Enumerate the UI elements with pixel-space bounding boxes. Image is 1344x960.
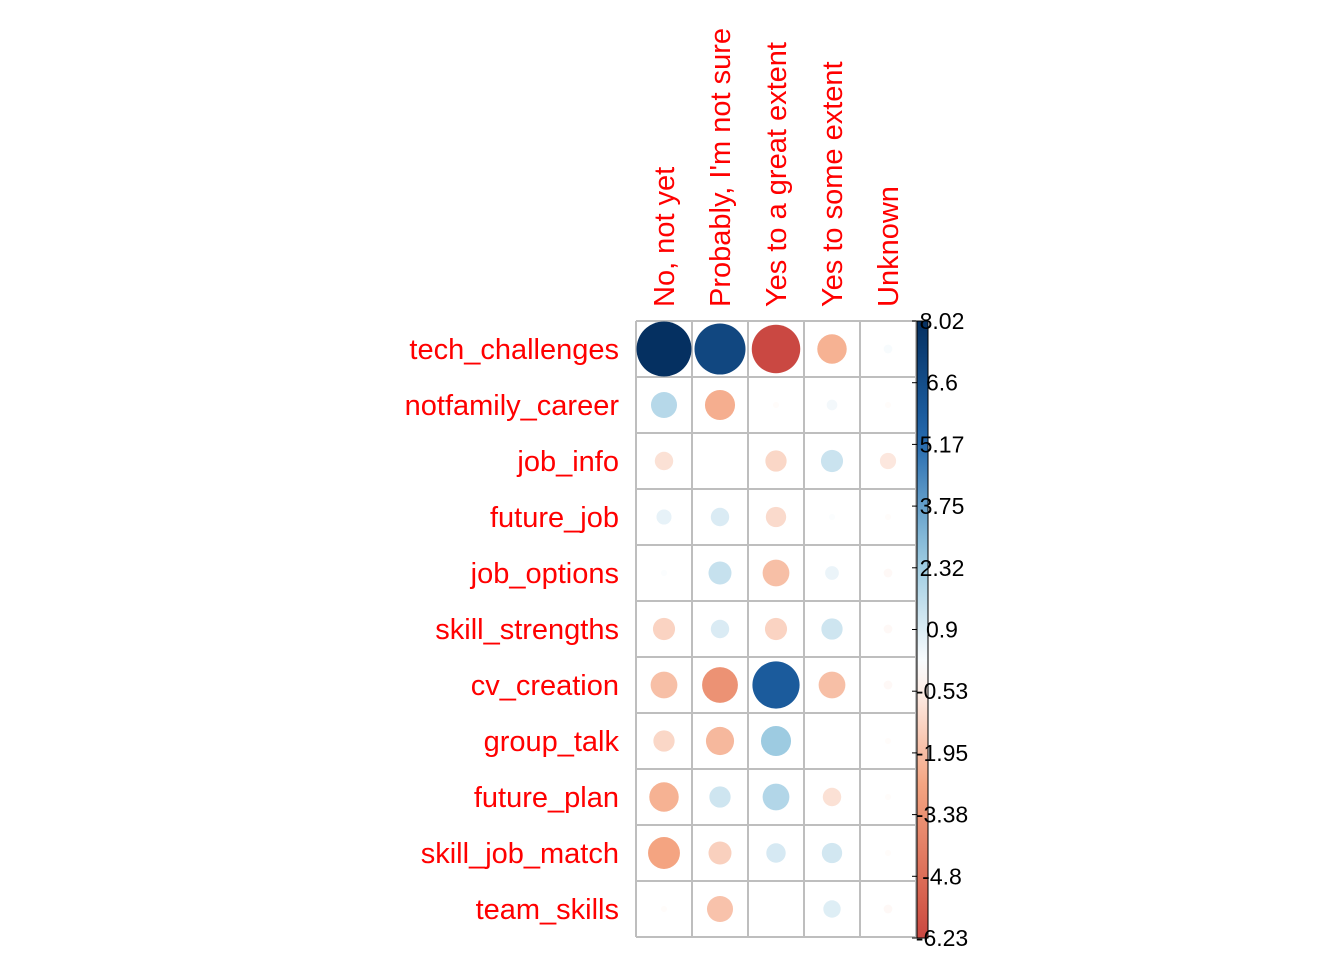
row-label-cv_creation: cv_creation [471, 670, 619, 702]
cell-circle-notfamily_career-4 [884, 401, 892, 409]
cell-circle-future_plan-0 [649, 782, 679, 812]
row-label-job_options: job_options [470, 558, 619, 590]
cell-circle-future_plan-1 [709, 786, 731, 808]
legend-tick-label: -3.38 [916, 802, 968, 828]
cell-circle-job_info-2 [765, 450, 787, 472]
cell-circle-job_options-3 [825, 566, 839, 580]
cell-circle-team_skills-1 [706, 895, 734, 923]
row-label-notfamily_career: notfamily_career [405, 390, 620, 422]
row-label-skill_strengths: skill_strengths [435, 614, 619, 646]
cell-circle-job_info-4 [879, 452, 897, 470]
legend-tick-label: -4.8 [922, 863, 962, 889]
row-label-future_plan: future_plan [474, 782, 619, 814]
cell-circle-team_skills-0 [660, 905, 668, 913]
legend-tick-label: 2.32 [920, 555, 965, 581]
row-label-future_job: future_job [490, 502, 619, 534]
cell-circle-cv_creation-0 [650, 671, 678, 699]
cell-circle-tech_challenges-2 [751, 324, 801, 374]
cell-circle-group_talk-2 [760, 725, 792, 757]
row-label-job_info: job_info [516, 446, 619, 478]
legend-tick-label: 6.6 [926, 370, 958, 396]
legend-tick-label: 8.02 [920, 308, 965, 334]
cell-circle-notfamily_career-0 [650, 391, 678, 419]
cell-circle-team_skills-4 [883, 904, 893, 914]
row-label-group_talk: group_talk [484, 726, 620, 758]
cell-circle-group_talk-4 [884, 737, 892, 745]
legend-tick-label: 5.17 [920, 431, 965, 457]
cell-circle-future_job-1 [710, 507, 730, 527]
cell-circle-skill_strengths-4 [883, 624, 893, 634]
legend-tick-label: 3.75 [920, 493, 965, 519]
column-label-4: Unknown [873, 186, 905, 307]
cell-circle-skill_job_match-2 [766, 843, 786, 863]
cell-circle-skill_strengths-1 [710, 619, 730, 639]
cell-circle-future_plan-2 [762, 783, 790, 811]
column-label-3: Yes to some extent [817, 61, 849, 307]
cell-circle-job_info-3 [820, 449, 844, 473]
legend-tick-label: -0.53 [916, 678, 968, 704]
color-legend: 8.02 6.6 5.17 3.75 2.32 0.9 -0.53 -1.95 -3.38 -4.… [912, 308, 968, 951]
cell-circle-skill_job_match-4 [884, 849, 892, 857]
cell-circle-job_options-0 [660, 569, 668, 577]
cell-circle-cv_creation-3 [818, 671, 846, 699]
cell-circle-job_options-1 [708, 561, 732, 585]
row-label-skill_job_match: skill_job_match [421, 838, 619, 870]
cell-circle-job_options-2 [762, 559, 790, 587]
row-label-tech_challenges: tech_challenges [409, 334, 619, 366]
legend-tick-label: -6.23 [916, 925, 968, 951]
glyph-layer [636, 321, 897, 923]
legend-tick-label: 0.9 [926, 617, 958, 643]
cell-circle-group_talk-1 [705, 726, 735, 756]
cell-circle-tech_challenges-1 [694, 323, 746, 375]
cell-circle-skill_job_match-3 [821, 842, 843, 864]
column-labels: No, not yet Probably, I'm not sure Yes to … [649, 28, 905, 307]
cell-circle-group_talk-0 [653, 730, 675, 752]
cell-circle-future_plan-4 [884, 793, 892, 801]
cell-circle-tech_challenges-0 [636, 321, 692, 377]
cell-circle-tech_challenges-3 [817, 334, 847, 364]
cell-circle-future_job-3 [828, 513, 836, 521]
cell-circle-skill_strengths-0 [652, 617, 676, 641]
cell-circle-notfamily_career-3 [826, 399, 838, 411]
cell-circle-cv_creation-4 [883, 680, 893, 690]
cell-circle-notfamily_career-1 [704, 389, 736, 421]
cell-circle-skill_job_match-0 [648, 837, 680, 869]
cell-circle-cv_creation-1 [702, 667, 738, 703]
cell-circle-skill_job_match-1 [708, 841, 732, 865]
cell-circle-job_info-0 [654, 451, 674, 471]
cell-circle-future_job-0 [656, 509, 672, 525]
cell-circle-tech_challenges-4 [883, 344, 893, 354]
column-label-2: Yes to a great extent [761, 42, 793, 307]
cell-circle-team_skills-3 [823, 900, 841, 918]
cell-circle-notfamily_career-2 [772, 401, 780, 409]
cell-circle-future_job-4 [884, 513, 892, 521]
column-label-0: No, not yet [649, 167, 681, 307]
cell-circle-future_plan-3 [822, 787, 842, 807]
legend-tick-label: -1.95 [916, 740, 968, 766]
cell-circle-skill_strengths-2 [764, 617, 788, 641]
cell-circle-skill_strengths-3 [821, 618, 843, 640]
cell-circle-cv_creation-2 [752, 661, 800, 709]
row-labels: tech_challenges notfamily_career job_infof… [405, 334, 620, 926]
cell-circle-job_options-4 [883, 568, 893, 578]
column-label-1: Probably, I'm not sure [705, 28, 737, 307]
cell-circle-future_job-2 [765, 506, 787, 528]
row-label-team_skills: team_skills [476, 894, 619, 926]
